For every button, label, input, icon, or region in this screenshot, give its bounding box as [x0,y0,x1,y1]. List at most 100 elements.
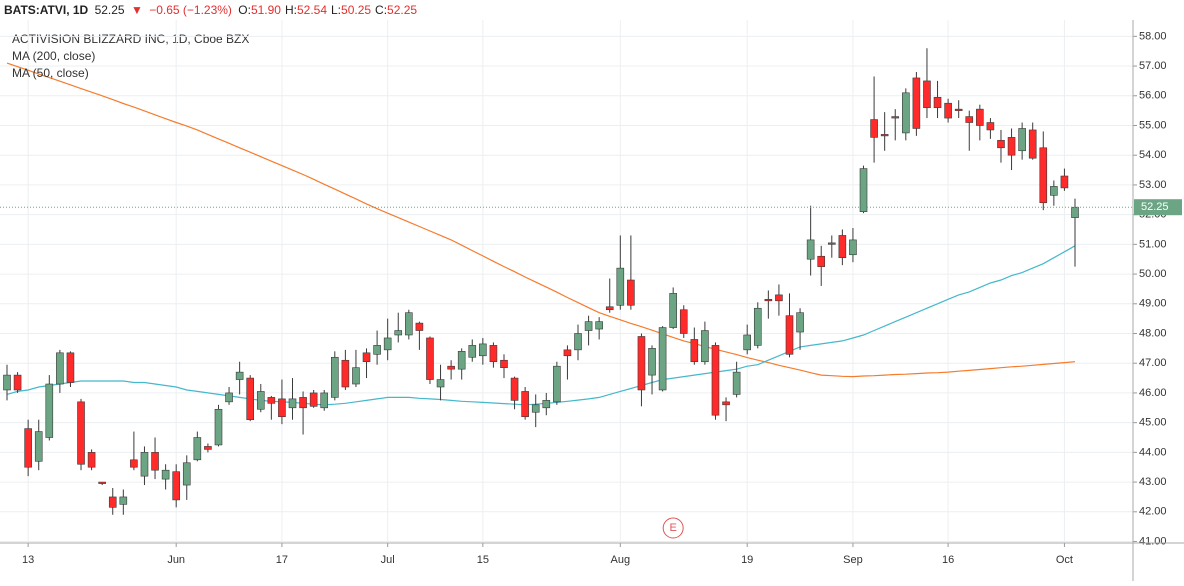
candle-body [405,312,413,336]
x-tick-label: 17 [276,554,288,566]
candle-body [933,96,942,108]
y-tick-label: 57.00 [1139,60,1167,72]
candle-body [954,108,963,111]
candle-body [732,371,741,395]
candle-body [362,352,371,363]
candle-body [66,352,75,383]
candle-body [151,452,159,471]
candle-body [627,279,635,306]
candle-body [806,239,815,260]
candle-body [468,345,477,358]
candle-body [108,496,117,508]
candle-body [436,379,445,388]
candle-body [743,334,751,351]
candle-body [299,397,307,409]
chart: ACTIVISION BLIZZARD INC, 1D, Cboe BZX 41… [0,20,1184,581]
candle-body [563,349,572,357]
x-tick-label: Jun [167,554,185,566]
ohlc-value: 51.90 [250,3,281,17]
candle-body [542,400,551,409]
candle-body [309,392,318,407]
candle-body [838,235,847,259]
candle-body [24,428,32,468]
candle-body [997,140,1005,149]
change-arrow: ▼ [130,3,143,17]
y-tick-label: 42.00 [1139,506,1167,518]
y-tick-label: 48.00 [1139,327,1167,339]
candle-body [489,345,498,363]
candle-body [140,452,149,477]
candle-body [1060,175,1069,189]
candle-body [669,293,677,328]
candle-body [584,321,593,331]
candle-body [288,398,297,409]
price-tag [1134,199,1182,216]
candle-body [912,77,921,129]
candle-body [827,242,836,245]
candle-body [172,471,180,501]
grid [0,20,1133,543]
candle-body [45,383,54,438]
ohlc-label: O: [238,3,251,17]
candle-body [690,339,699,363]
ohlc-label: C: [375,3,388,17]
y-tick-label: 46.00 [1139,387,1167,399]
earnings-label: E [670,522,677,534]
candle-body [553,365,561,403]
header: BATS:ATVI, 1D 52.25 ▼ −0.65 (−1.23%) O:5… [0,0,1184,20]
candle-body [711,345,720,416]
x-tick-label: 19 [741,554,753,566]
candle-body [521,391,529,418]
candle-body [1050,186,1058,196]
candle-body [976,108,984,126]
candle-body [595,321,603,330]
y-tick-label: 55.00 [1139,119,1167,131]
candle-body [278,398,286,418]
candle-body [341,359,350,388]
ohlc-value: 52.54 [296,3,327,17]
candle-body [785,315,794,355]
chart-title: ACTIVISION BLIZZARD INC, 1D, Cboe BZX [12,32,249,46]
candle-body [616,267,625,306]
legend-entry: MA (50, close) [12,66,89,80]
candle-body [193,437,202,461]
candle-body [119,496,128,505]
candle-body [394,330,403,336]
ohlc-value: 52.25 [387,3,418,17]
candle-body [944,102,952,119]
candle-body [373,345,381,355]
candle-body [880,134,889,137]
candle-body [13,374,22,391]
ohlc-label: H: [284,3,297,17]
x-tick-label: 13 [22,554,34,566]
candle-body [34,431,43,462]
candle-body [320,392,329,409]
candle-body [986,122,995,131]
candle-body [77,401,85,465]
x-tick-label: Oct [1056,554,1073,566]
symbol: BATS:ATVI, 1D [4,3,89,17]
candle-body [235,371,244,380]
candle-body [510,377,519,401]
candle-body [246,377,255,420]
candle-body [352,367,360,385]
candle-body [214,408,223,446]
ohlc: O:51.90 H:52.54 L:50.25 C:52.25 [238,3,421,17]
candle-body [870,119,878,138]
candle-body [1039,147,1048,204]
candle-body [574,333,582,351]
ohlc-value: 50.25 [341,3,372,17]
candle-body [500,359,508,368]
candle-body [1018,128,1026,152]
y-tick-label: 54.00 [1139,149,1167,161]
candle-body [56,352,64,385]
candle-body [457,351,466,370]
candle-body [130,459,138,468]
candle-body [204,446,212,450]
x-tick-label: 16 [942,554,954,566]
ma-line [6,62,1076,378]
x-tick-label: Aug [611,554,631,566]
candle-body [1028,129,1037,159]
y-tick-label: 58.00 [1139,30,1167,42]
